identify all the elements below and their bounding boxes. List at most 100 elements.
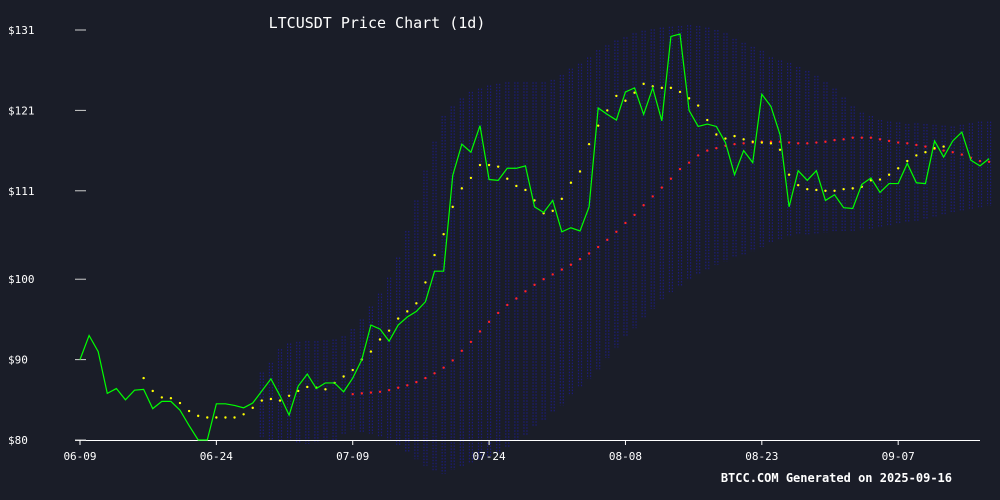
short-ma-point (606, 109, 609, 112)
short-ma-point (142, 376, 145, 380)
long-ma-point (906, 142, 909, 145)
short-ma-point (296, 389, 300, 393)
short-ma-point (451, 205, 454, 209)
long-ma-point (733, 142, 736, 146)
short-ma-point (515, 184, 518, 188)
long-ma-point (551, 273, 554, 276)
long-ma-point (787, 141, 791, 144)
short-ma-point (578, 170, 582, 173)
short-ma-point (424, 281, 427, 284)
long-ma-point (896, 141, 900, 144)
short-ma-point (842, 187, 845, 191)
short-ma-point (242, 413, 245, 416)
y-tick-label: $80 (8, 434, 28, 447)
long-ma-point (869, 136, 873, 139)
short-ma-point (760, 141, 764, 144)
short-ma-point (224, 416, 227, 419)
short-ma-point (642, 82, 645, 86)
long-ma-point (960, 153, 964, 156)
short-ma-point (469, 176, 473, 180)
short-ma-point (233, 416, 236, 419)
long-ma-point (651, 195, 654, 198)
short-ma-point (806, 187, 809, 191)
long-ma-point (351, 392, 354, 396)
short-ma-point (251, 406, 254, 410)
long-ma-point (987, 160, 991, 164)
x-tick-label: 06-09 (63, 450, 96, 463)
short-ma-point (669, 86, 673, 90)
short-ma-point (324, 388, 327, 391)
long-ma-point (606, 238, 609, 242)
long-ma-point (833, 138, 836, 142)
short-ma-series (142, 82, 945, 419)
short-ma-point (369, 350, 373, 353)
long-ma-point (824, 140, 827, 143)
short-ma-point (269, 397, 273, 401)
long-ma-point (706, 149, 709, 152)
short-ma-point (406, 310, 409, 313)
long-ma-point (624, 221, 627, 225)
short-ma-point (260, 399, 264, 402)
long-ma-point (387, 388, 391, 392)
short-ma-point (769, 142, 773, 145)
short-ma-point (533, 199, 536, 202)
long-ma-point (815, 141, 818, 144)
long-ma-point (533, 283, 536, 287)
short-ma-point (915, 154, 918, 157)
long-ma-point (496, 311, 500, 315)
short-ma-point (496, 165, 500, 168)
short-ma-point (215, 416, 218, 419)
long-ma-point (660, 186, 664, 189)
y-tick-label: $111 (8, 185, 35, 198)
short-ma-point (624, 99, 627, 102)
long-ma-point (560, 268, 564, 271)
short-ma-point (906, 159, 909, 163)
long-ma-point (915, 143, 918, 147)
long-ma-point (524, 290, 527, 293)
long-ma-point (569, 263, 573, 266)
long-ma-point (715, 146, 718, 150)
short-ma-point (733, 134, 736, 138)
short-ma-point (206, 416, 209, 419)
long-ma-point (433, 372, 436, 375)
long-ma-point (424, 376, 427, 380)
long-ma-point (369, 391, 373, 394)
short-ma-point (715, 133, 718, 136)
short-ma-point (396, 317, 400, 320)
short-ma-point (596, 124, 600, 127)
long-ma-point (742, 142, 745, 145)
long-ma-point (942, 149, 945, 152)
short-ma-point (187, 409, 191, 413)
long-ma-point (406, 384, 409, 387)
bollinger-bands (259, 25, 992, 474)
short-ma-point (633, 91, 636, 94)
short-ma-point (287, 394, 291, 397)
short-ma-point (824, 189, 827, 192)
long-ma-point (442, 366, 445, 369)
short-ma-point (887, 173, 891, 176)
short-ma-point (169, 396, 173, 400)
long-ma-point (460, 349, 464, 352)
long-ma-point (378, 390, 382, 393)
long-ma-point (360, 392, 364, 395)
long-ma-point (678, 167, 682, 171)
x-tick-label: 08-08 (609, 450, 642, 463)
long-ma-point (796, 142, 800, 145)
price-line (79, 33, 990, 441)
short-ma-point (278, 399, 282, 402)
long-ma-point (506, 303, 509, 307)
long-ma-point (415, 380, 418, 384)
x-tick-label: 07-24 (473, 450, 506, 463)
long-ma-series (351, 136, 991, 396)
y-tick-label: $121 (8, 104, 35, 117)
short-ma-point (560, 197, 564, 201)
short-ma-point (942, 145, 945, 148)
short-ma-point (933, 146, 936, 150)
short-ma-point (660, 86, 664, 90)
long-ma-point (587, 252, 591, 255)
long-ma-point (396, 386, 400, 389)
short-ma-point (833, 189, 836, 192)
short-ma-point (442, 232, 445, 236)
long-ma-point (478, 330, 482, 333)
